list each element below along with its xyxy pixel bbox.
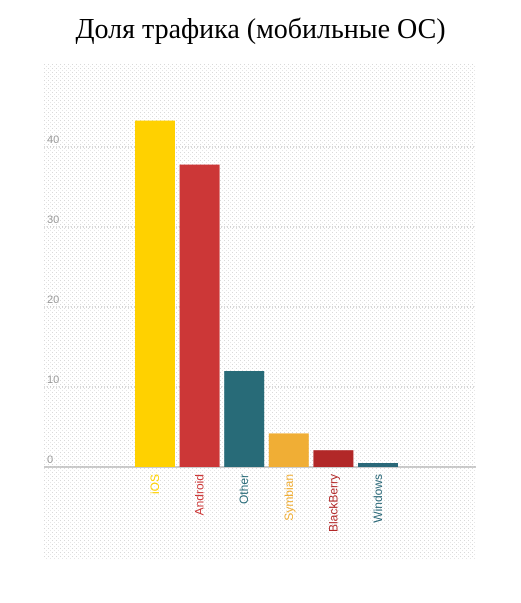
x-tick-label: Windows xyxy=(371,474,385,523)
bar xyxy=(224,371,265,467)
x-tick-label: iOS xyxy=(148,474,162,494)
y-tick-label: 10 xyxy=(47,374,59,386)
bar xyxy=(179,164,220,467)
x-tick-label: Android xyxy=(193,474,207,515)
bar xyxy=(313,450,354,467)
bar xyxy=(268,433,309,467)
x-tick-label: BlackBerry xyxy=(326,474,340,532)
y-tick-label: 40 xyxy=(47,134,59,146)
y-tick-label: 20 xyxy=(47,294,59,306)
bar xyxy=(358,463,398,467)
chart-title: Доля трафика (мобильные ОС) xyxy=(75,14,446,45)
y-tick-label: 0 xyxy=(47,454,53,466)
y-tick-label: 30 xyxy=(47,214,59,226)
plot-background xyxy=(44,64,476,559)
x-tick-label: Other xyxy=(237,474,251,504)
bar xyxy=(135,120,175,467)
x-tick-label: Symbian xyxy=(282,474,296,521)
